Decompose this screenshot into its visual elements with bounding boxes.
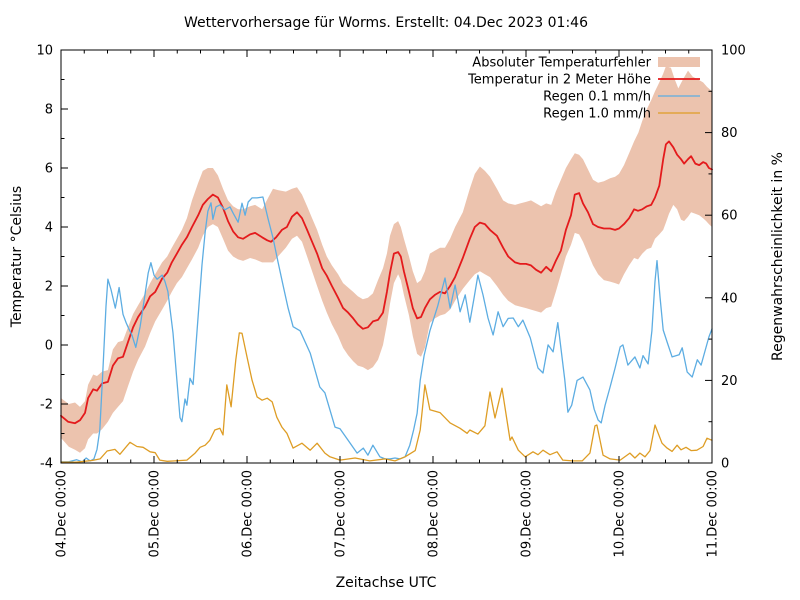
temperature-error-band <box>61 66 712 453</box>
x-axis-title: Zeitachse UTC <box>336 575 437 591</box>
y-left-tick-label: 8 <box>45 103 53 118</box>
y-left-tick-label: -2 <box>40 398 53 413</box>
right-axis-title: Regenwahrscheinlichkeit in % <box>770 152 786 361</box>
y-left-tick-label: 0 <box>45 339 53 354</box>
legend-band-swatch <box>658 57 700 67</box>
legend-item-error-band-label: Absoluter Temperaturfehler <box>472 56 651 71</box>
x-tick-label: 09.Dec 00:00 <box>520 470 535 557</box>
left-axis-title: Temperatur °Celsius <box>9 186 25 328</box>
y-right-tick-label: 40 <box>721 291 738 306</box>
y-right-tick-label: 0 <box>721 457 729 472</box>
y-right-tick-label: 80 <box>721 126 738 141</box>
y-right-tick-label: 20 <box>721 374 738 389</box>
left-axis-title-text: Temperatur °Celsius <box>9 186 25 328</box>
y-right-tick-label: 60 <box>721 209 738 224</box>
temperature-line <box>60 140 713 425</box>
x-tick-label: 07.Dec 00:00 <box>334 470 349 557</box>
x-tick-label: 06.Dec 00:00 <box>241 470 256 557</box>
legend-item-rain-01mm-label: Regen 0.1 mm/h <box>543 90 651 105</box>
rain-01mm-line <box>60 196 713 463</box>
y-left-tick-label: 2 <box>45 280 53 295</box>
rain-10mm-line <box>60 332 713 463</box>
y-right-tick-label: 100 <box>721 44 746 59</box>
chart-title: Wettervorhersage für Worms. Erstellt: 04… <box>184 15 588 31</box>
y-left-tick-label: 10 <box>36 44 53 59</box>
legend-item-rain-10mm-label: Regen 1.0 mm/h <box>543 107 651 122</box>
x-tick-label: 11.Dec 00:00 <box>706 470 721 557</box>
x-tick-label: 10.Dec 00:00 <box>613 470 628 557</box>
y-left-tick-label: 6 <box>45 162 53 177</box>
x-tick-label: 05.Dec 00:00 <box>148 470 163 557</box>
plot-area: 04.Dec 00:00 05.Dec 00:00 06.Dec 00:00 07.D… <box>36 44 745 558</box>
x-tick-label: 08.Dec 00:00 <box>427 470 442 557</box>
y-left-tick-label: -4 <box>40 457 53 472</box>
right-axis-title-text: Regenwahrscheinlichkeit in % <box>770 152 786 361</box>
x-tick-label: 04.Dec 00:00 <box>55 470 70 557</box>
legend-item-temperature-label: Temperatur in 2 Meter Höhe <box>467 73 651 88</box>
y-left-tick-label: 4 <box>45 221 53 236</box>
